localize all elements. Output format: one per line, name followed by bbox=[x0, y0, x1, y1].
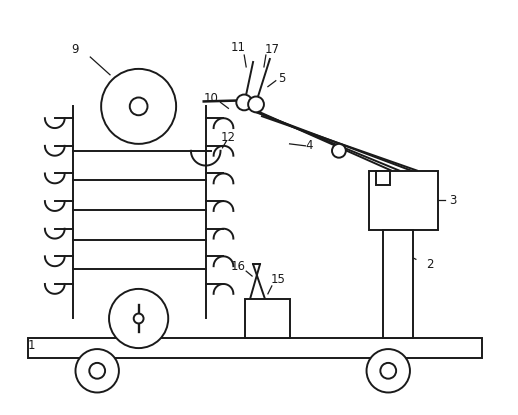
Circle shape bbox=[236, 95, 252, 110]
Circle shape bbox=[130, 98, 148, 115]
Circle shape bbox=[367, 349, 410, 393]
Circle shape bbox=[101, 69, 176, 144]
Text: 1: 1 bbox=[27, 339, 35, 352]
Circle shape bbox=[380, 363, 396, 378]
Text: 10: 10 bbox=[203, 92, 218, 105]
Bar bbox=[28, 338, 482, 358]
Circle shape bbox=[89, 363, 105, 378]
Text: 15: 15 bbox=[270, 273, 285, 286]
Text: 16: 16 bbox=[231, 260, 246, 273]
Bar bbox=[245, 299, 290, 338]
Text: 4: 4 bbox=[306, 139, 313, 152]
Bar bbox=[377, 171, 390, 186]
Bar bbox=[383, 229, 413, 338]
Circle shape bbox=[332, 144, 346, 158]
Bar bbox=[368, 171, 438, 229]
Text: 11: 11 bbox=[231, 41, 246, 54]
Text: 3: 3 bbox=[449, 194, 456, 207]
Circle shape bbox=[248, 97, 264, 112]
Text: 9: 9 bbox=[71, 43, 78, 56]
Text: 5: 5 bbox=[278, 72, 285, 85]
Text: 17: 17 bbox=[264, 43, 279, 56]
Text: 2: 2 bbox=[426, 258, 434, 271]
Circle shape bbox=[109, 289, 168, 348]
Circle shape bbox=[76, 349, 119, 393]
Circle shape bbox=[134, 314, 143, 323]
Text: 12: 12 bbox=[221, 132, 236, 144]
